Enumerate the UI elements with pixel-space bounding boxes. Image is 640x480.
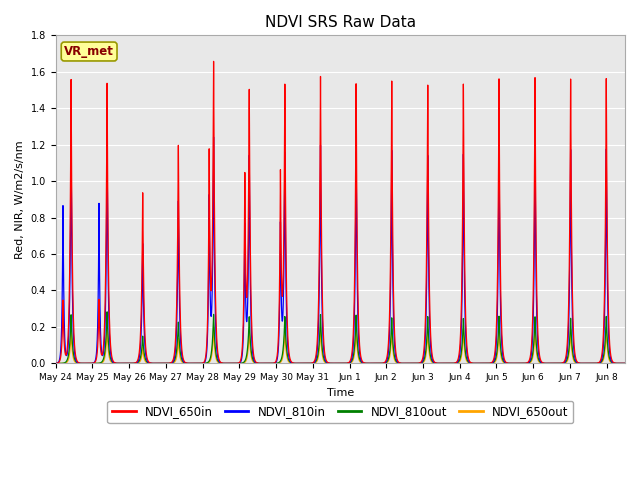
Legend: NDVI_650in, NDVI_810in, NDVI_810out, NDVI_650out: NDVI_650in, NDVI_810in, NDVI_810out, NDV… bbox=[108, 401, 573, 423]
Text: VR_met: VR_met bbox=[64, 45, 114, 58]
Title: NDVI SRS Raw Data: NDVI SRS Raw Data bbox=[265, 15, 416, 30]
X-axis label: Time: Time bbox=[326, 388, 354, 397]
Y-axis label: Red, NIR, W/m2/s/nm: Red, NIR, W/m2/s/nm bbox=[15, 140, 25, 259]
